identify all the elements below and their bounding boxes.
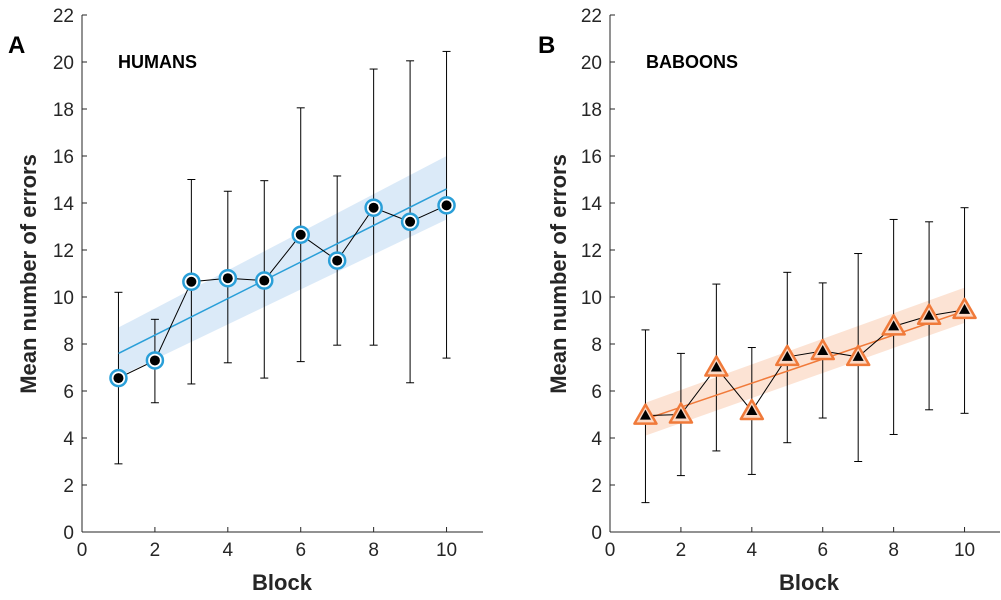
panel-letter: A xyxy=(8,32,25,59)
x-tick-label: 10 xyxy=(954,540,975,561)
y-tick-label: 20 xyxy=(53,53,74,74)
data-point xyxy=(327,251,347,270)
y-tick-label: 12 xyxy=(581,241,602,262)
x-tick-label: 2 xyxy=(676,540,687,561)
series-line xyxy=(645,309,965,417)
x-tick-label: 10 xyxy=(436,540,457,561)
data-point xyxy=(668,402,694,424)
data-point xyxy=(916,303,942,326)
y-tick-label: 0 xyxy=(63,523,74,544)
y-tick-label: 6 xyxy=(63,382,74,403)
chart-title: BABOONS xyxy=(646,52,738,72)
data-point xyxy=(633,403,658,425)
y-tick-label: 16 xyxy=(53,147,74,168)
x-axis-label: Block xyxy=(779,570,840,595)
data-point xyxy=(182,272,201,291)
data-point xyxy=(145,351,165,370)
data-point xyxy=(810,338,835,361)
data-point xyxy=(845,344,871,367)
panel-baboons: B BABOONS Block Mean number of errors 0 2… xyxy=(538,6,1000,595)
data-point xyxy=(255,271,274,290)
y-tick-label: 8 xyxy=(591,335,602,356)
x-tick-label: 8 xyxy=(888,540,899,561)
y-tick-label: 10 xyxy=(581,288,602,309)
y-tick-label: 4 xyxy=(591,429,602,450)
y-tick-label: 14 xyxy=(581,194,603,215)
panel-letter: B xyxy=(538,32,555,59)
y-axis-label: Mean number of errors xyxy=(546,154,571,394)
x-tick-label: 2 xyxy=(150,540,161,561)
x-tick-label: 4 xyxy=(223,540,234,561)
y-tick-label: 12 xyxy=(53,241,74,262)
y-tick-label: 16 xyxy=(581,147,602,168)
data-point xyxy=(739,398,765,421)
y-tick-label: 22 xyxy=(581,6,602,27)
y-tick-label: 4 xyxy=(63,429,74,450)
y-tick-label: 2 xyxy=(591,476,602,497)
data-point xyxy=(881,314,906,336)
x-axis-label: Block xyxy=(252,570,313,595)
x-tick-label: 0 xyxy=(77,540,88,561)
series-line xyxy=(118,204,447,379)
data-point xyxy=(400,212,420,232)
chart-title: HUMANS xyxy=(118,52,197,72)
data-point xyxy=(218,268,238,288)
y-tick-label: 10 xyxy=(53,288,74,309)
y-tick-label: 22 xyxy=(53,6,74,27)
regression-line xyxy=(645,310,965,420)
data-point xyxy=(291,225,310,244)
data-point xyxy=(437,196,456,215)
confidence-band xyxy=(645,287,965,436)
x-tick-label: 6 xyxy=(817,540,828,561)
y-tick-label: 20 xyxy=(581,53,602,74)
data-point xyxy=(952,297,977,320)
data-point xyxy=(775,344,800,367)
data-point xyxy=(704,355,729,377)
regression-line xyxy=(118,188,447,355)
y-axis-label: Mean number of errors xyxy=(16,154,41,394)
y-tick-label: 2 xyxy=(63,476,74,497)
y-tick-label: 18 xyxy=(581,100,602,121)
y-tick-label: 0 xyxy=(591,523,602,544)
panel-humans: A HUMANS Block Mean number of errors 0 2 4… xyxy=(8,6,483,595)
x-tick-label: 4 xyxy=(747,540,758,561)
data-point xyxy=(109,368,128,388)
y-tick-label: 14 xyxy=(53,194,75,215)
y-tick-label: 18 xyxy=(53,100,74,121)
x-tick-label: 8 xyxy=(368,540,379,561)
x-tick-label: 0 xyxy=(605,540,616,561)
y-tick-label: 6 xyxy=(591,382,602,403)
confidence-band xyxy=(118,156,447,377)
y-tick-label: 8 xyxy=(63,335,74,356)
x-tick-label: 6 xyxy=(295,540,306,561)
data-point xyxy=(364,198,383,217)
